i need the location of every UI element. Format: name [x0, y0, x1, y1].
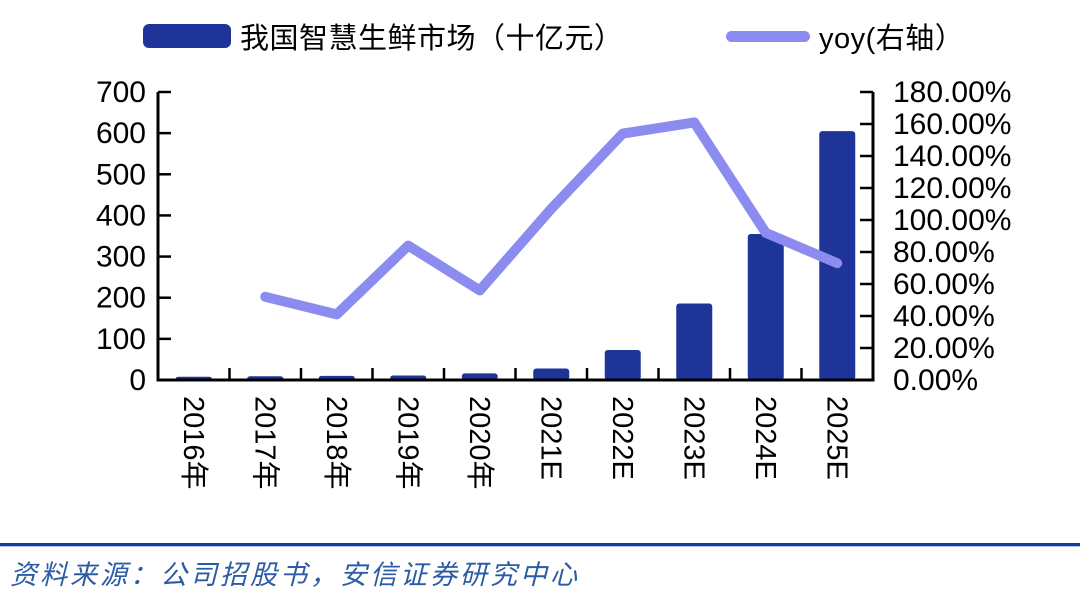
- legend-item-bar-series: 我国智慧生鲜市场（十亿元）: [143, 18, 624, 55]
- left-axis-label: 0: [129, 364, 146, 397]
- right-axis-label: 60.00%: [893, 268, 995, 301]
- x-axis-category-label: 2018年: [320, 396, 353, 490]
- left-axis-label: 100: [96, 323, 146, 356]
- source-section: 资料来源：公司招股书，安信证券研究中心: [0, 543, 1080, 592]
- legend-item-line-series: yoy(右轴）: [726, 18, 965, 55]
- bar-2022E: [604, 349, 641, 380]
- left-axis-label: 700: [96, 76, 146, 109]
- bar-2020年: [461, 373, 498, 380]
- left-axis-label: 500: [96, 158, 146, 191]
- source-text: 资料来源：公司招股书，安信证券研究中心: [10, 560, 580, 590]
- right-axis-label: 0.00%: [893, 364, 978, 397]
- x-axis-category-label: 2021E: [534, 396, 566, 480]
- legend: 我国智慧生鲜市场（十亿元） yoy(右轴）: [0, 16, 1080, 62]
- x-axis-category-label: 2023E: [677, 396, 709, 480]
- x-axis-category-label: 2022E: [606, 396, 638, 480]
- bar-2024E: [747, 233, 784, 380]
- bar-2021E: [533, 368, 570, 380]
- right-axis-label: 20.00%: [893, 332, 995, 365]
- x-axis-category-label: 2024E: [749, 396, 781, 480]
- right-axis-label: 80.00%: [893, 236, 995, 269]
- yoy-line: [260, 117, 843, 320]
- source-divider-rule: [0, 543, 1080, 547]
- bar-2025E: [819, 131, 856, 380]
- line-series-label: yoy(右轴）: [819, 23, 965, 55]
- right-axis-label: 160.00%: [893, 108, 1011, 141]
- bar-series-label: 我国智慧生鲜市场（十亿元）: [240, 23, 624, 55]
- right-axis-label: 40.00%: [893, 300, 995, 333]
- left-axis-label: 400: [96, 199, 146, 232]
- x-axis-category-label: 2017年: [248, 396, 281, 490]
- right-axis-label: 120.00%: [893, 172, 1011, 205]
- bar-series-swatch-icon: [143, 24, 231, 48]
- x-axis-category-label: 2020年: [463, 396, 496, 490]
- bar-2023E: [676, 303, 713, 380]
- combo-chart-plot: 0 100 200 300 400 500 600 700 0.00%20.00%40.00%6…: [96, 76, 1012, 490]
- left-axis-label: 300: [96, 241, 146, 274]
- right-axis-label: 140.00%: [893, 140, 1011, 173]
- x-axis-category-label: 2016年: [177, 396, 210, 490]
- right-axis-label: 100.00%: [893, 204, 1011, 237]
- right-axis-label: 180.00%: [893, 76, 1011, 109]
- left-axis-label: 600: [96, 117, 146, 150]
- left-axis-label: 200: [96, 282, 146, 315]
- x-axis-category-label: 2019年: [391, 396, 424, 490]
- line-series-swatch-icon: [726, 30, 810, 42]
- x-axis-category-label: 2025E: [820, 396, 852, 480]
